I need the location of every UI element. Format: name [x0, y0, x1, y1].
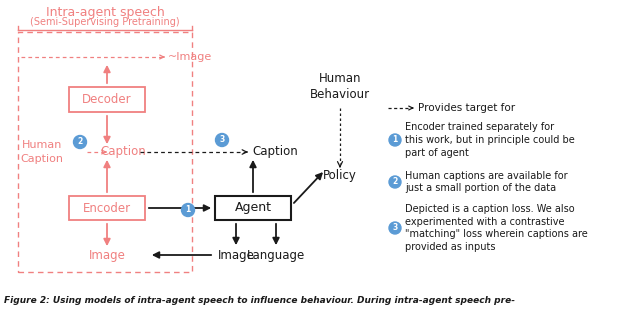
Text: Decoder: Decoder	[82, 93, 132, 106]
Circle shape	[182, 203, 195, 216]
Text: Caption: Caption	[100, 146, 146, 159]
Text: Human captions are available for
just a small portion of the data: Human captions are available for just a …	[405, 171, 568, 193]
Circle shape	[389, 222, 401, 234]
Text: (Semi-Supervising Pretraining): (Semi-Supervising Pretraining)	[30, 17, 180, 27]
Text: Language: Language	[247, 248, 305, 262]
Text: Human
Caption: Human Caption	[20, 140, 63, 164]
Text: Policy: Policy	[323, 169, 357, 182]
Text: 2: 2	[77, 137, 83, 146]
Text: Human
Behaviour: Human Behaviour	[310, 72, 370, 101]
Text: Provides target for: Provides target for	[418, 103, 515, 113]
FancyBboxPatch shape	[69, 196, 145, 220]
Circle shape	[74, 136, 86, 148]
Text: 1: 1	[392, 136, 397, 145]
Circle shape	[389, 134, 401, 146]
Text: Intra-agent speech: Intra-agent speech	[45, 6, 164, 19]
Text: ~Image: ~Image	[168, 52, 212, 62]
Text: Caption: Caption	[252, 146, 298, 159]
Text: Encoder trained separately for
this work, but in principle could be
part of agen: Encoder trained separately for this work…	[405, 122, 575, 158]
Text: 3: 3	[220, 136, 225, 145]
Text: Depicted is a caption loss. We also
experimented with a contrastive
"matching" l: Depicted is a caption loss. We also expe…	[405, 204, 588, 252]
FancyBboxPatch shape	[215, 196, 291, 220]
Circle shape	[216, 133, 228, 146]
Text: Image: Image	[88, 248, 125, 262]
Text: 3: 3	[392, 224, 397, 233]
Circle shape	[389, 176, 401, 188]
Bar	[18, 32, 192, 272]
FancyBboxPatch shape	[69, 87, 145, 112]
Text: Encoder: Encoder	[83, 202, 131, 215]
Text: Figure 2: Using models of intra-agent speech to influence behaviour. During intr: Figure 2: Using models of intra-agent sp…	[4, 296, 515, 305]
Text: 1: 1	[186, 206, 191, 215]
Text: Image: Image	[218, 248, 255, 262]
Text: 2: 2	[392, 178, 397, 187]
Text: Agent: Agent	[234, 202, 271, 215]
